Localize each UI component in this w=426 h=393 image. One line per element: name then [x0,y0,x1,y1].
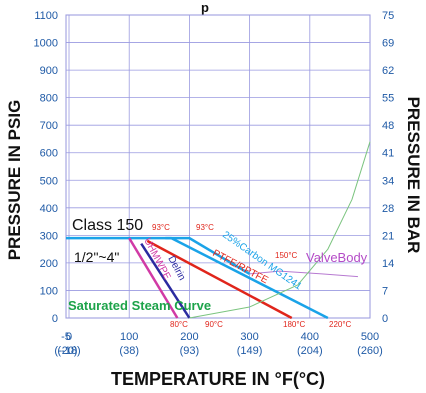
y-tick-label-left: 100 [40,285,58,297]
y-tick-label-right: 41 [382,148,394,160]
series-line [128,237,179,319]
series-line [140,242,191,319]
temp-label: 150°C [275,251,298,260]
y-tick-label-left: 400 [40,203,58,215]
y-axis-title-right: PRESSURE IN BAR [404,97,423,254]
y-tick-label-left: 800 [40,93,58,105]
x-tick-label: 0 [66,331,72,343]
plot-area [65,14,371,319]
y-tick-label-right: 28 [382,203,394,215]
y-tick-label-left: 1100 [34,10,58,22]
x-tick-label: 400 [301,331,319,343]
y-axis-title-left: PRESSURE IN PSIG [5,100,24,261]
class-label: Class 150 [72,217,143,234]
series-line [189,141,371,319]
x-tick-label-celsius: (-18) [57,345,80,357]
x-tick-label: 100 [120,331,138,343]
y-tick-label-left: 1000 [34,38,58,50]
y-tick-label-left: 600 [40,148,58,160]
y-tick-label-right: 55 [382,93,394,105]
x-tick-label: -5 [61,331,71,343]
x-tick-label: 500 [361,331,379,343]
tick-labels: 0100200300400500600700800900100011000714… [34,10,395,357]
x-tick-label-celsius: (149) [237,345,263,357]
x-tick-label-celsius: (260) [357,345,383,357]
x-tick-label-celsius: (38) [119,345,139,357]
series-lines [66,141,371,320]
temp-label: 80°C [170,320,188,329]
y-tick-label-left: 700 [40,120,58,132]
x-tick-label-celsius: (93) [180,345,200,357]
series-line [165,236,251,276]
y-tick-label-left: 900 [40,65,58,77]
y-tick-label-left: 0 [52,313,58,325]
temp-label: 220°C [329,320,352,329]
y-tick-label-right: 0 [382,313,388,325]
y-tick-label-right: 14 [382,258,394,270]
chart-title-fragment: p [201,0,209,15]
y-tick-label-left: 200 [40,258,58,270]
y-tick-label-left: 300 [40,230,58,242]
x-axis-title: TEMPERATURE IN °F(°C) [111,369,325,389]
y-tick-label-right: 34 [382,175,394,187]
series-line [249,270,358,278]
series-line [146,239,293,320]
x-tick-label-celsius: (-20) [54,345,77,357]
size-label: 1/2"~4" [74,249,119,265]
temp-label: 93°C [152,223,170,232]
valvebody-label: ValveBody [306,250,368,265]
temp-label: 180°C [283,320,306,329]
temp-label: 93°C [196,223,214,232]
y-tick-label-left: 500 [40,175,58,187]
grid [65,14,371,319]
y-tick-label-right: 48 [382,120,394,132]
x-tick-label: 300 [240,331,258,343]
y-tick-label-right: 21 [382,230,394,242]
temp-label: 90°C [205,320,223,329]
y-tick-label-right: 62 [382,65,394,77]
steam-curve-label: Saturated Steam Curve [68,298,211,313]
x-tick-label: 200 [180,331,198,343]
y-tick-label-right: 75 [382,10,394,22]
y-tick-label-right: 7 [382,285,388,297]
y-tick-label-right: 69 [382,38,394,50]
x-tick-label-celsius: (204) [297,345,323,357]
